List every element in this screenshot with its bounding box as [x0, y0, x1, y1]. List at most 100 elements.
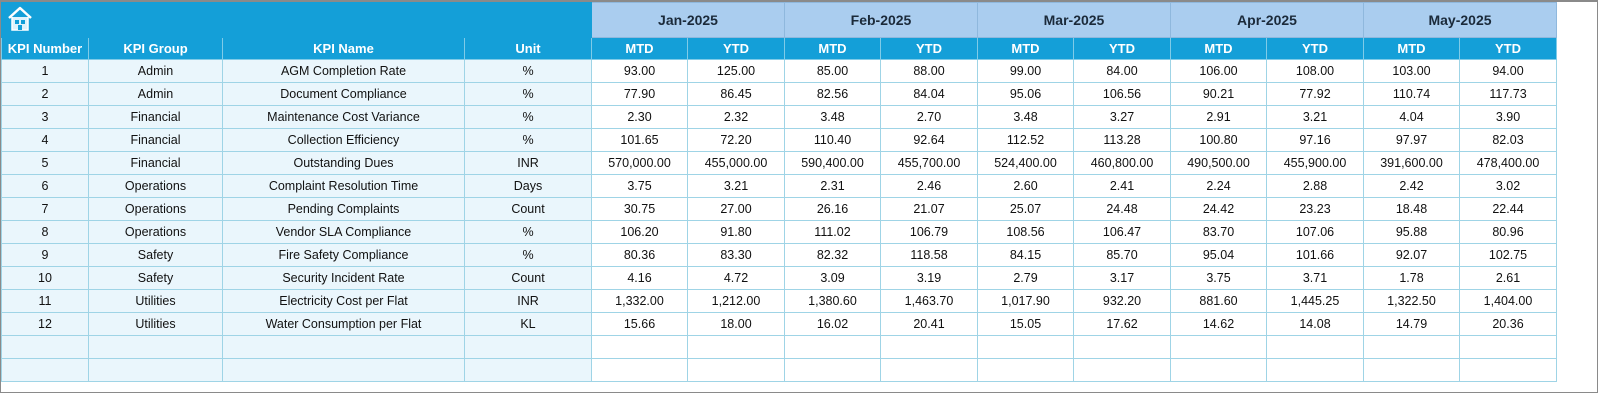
ytd-cell[interactable]: 113.28 [1073, 128, 1171, 152]
kpi-name-cell[interactable]: Electricity Cost per Flat [222, 289, 465, 313]
mtd-cell[interactable]: 4.16 [591, 266, 688, 290]
kpi-number-cell[interactable] [1, 335, 89, 359]
mtd-cell[interactable] [1363, 358, 1460, 382]
ytd-cell[interactable] [1266, 335, 1364, 359]
kpi-number-cell[interactable]: 8 [1, 220, 89, 244]
ytd-cell[interactable] [1073, 358, 1171, 382]
ytd-cell[interactable] [1459, 335, 1557, 359]
mtd-cell[interactable]: 30.75 [591, 197, 688, 221]
ytd-cell[interactable]: 22.44 [1459, 197, 1557, 221]
kpi-number-cell[interactable]: 3 [1, 105, 89, 129]
unit-cell[interactable]: % [464, 59, 592, 83]
mtd-cell[interactable]: 2.42 [1363, 174, 1460, 198]
ytd-cell[interactable]: 455,900.00 [1266, 151, 1364, 175]
kpi-number-cell[interactable] [1, 358, 89, 382]
mtd-cell[interactable]: 93.00 [591, 59, 688, 83]
kpi-group-cell[interactable] [88, 358, 223, 382]
mtd-cell[interactable]: 2.79 [977, 266, 1074, 290]
kpi-number-cell[interactable]: 6 [1, 174, 89, 198]
mtd-cell[interactable]: 110.74 [1363, 82, 1460, 106]
ytd-cell[interactable]: 101.66 [1266, 243, 1364, 267]
kpi-number-cell[interactable]: 9 [1, 243, 89, 267]
ytd-cell[interactable]: 20.36 [1459, 312, 1557, 336]
ytd-cell[interactable]: 455,000.00 [687, 151, 785, 175]
ytd-cell[interactable]: 14.08 [1266, 312, 1364, 336]
kpi-number-cell[interactable]: 5 [1, 151, 89, 175]
mtd-cell[interactable]: 108.56 [977, 220, 1074, 244]
ytd-cell[interactable]: 106.56 [1073, 82, 1171, 106]
mtd-cell[interactable]: 90.21 [1170, 82, 1267, 106]
ytd-cell[interactable] [687, 358, 785, 382]
ytd-cell[interactable]: 17.62 [1073, 312, 1171, 336]
mtd-cell[interactable]: 112.52 [977, 128, 1074, 152]
ytd-cell[interactable] [1266, 358, 1364, 382]
mtd-cell[interactable]: 92.07 [1363, 243, 1460, 267]
ytd-cell[interactable]: 1,463.70 [880, 289, 978, 313]
kpi-group-cell[interactable]: Admin [88, 59, 223, 83]
kpi-name-cell[interactable]: Water Consumption per Flat [222, 312, 465, 336]
mtd-cell[interactable]: 590,400.00 [784, 151, 881, 175]
kpi-name-cell[interactable]: Fire Safety Compliance [222, 243, 465, 267]
mtd-cell[interactable]: 1.78 [1363, 266, 1460, 290]
kpi-name-cell[interactable]: Complaint Resolution Time [222, 174, 465, 198]
mtd-cell[interactable]: 881.60 [1170, 289, 1267, 313]
ytd-cell[interactable] [1459, 358, 1557, 382]
ytd-cell[interactable]: 88.00 [880, 59, 978, 83]
ytd-cell[interactable]: 27.00 [687, 197, 785, 221]
ytd-cell[interactable]: 92.64 [880, 128, 978, 152]
ytd-cell[interactable]: 2.46 [880, 174, 978, 198]
kpi-group-cell[interactable]: Safety [88, 243, 223, 267]
ytd-cell[interactable]: 478,400.00 [1459, 151, 1557, 175]
mtd-cell[interactable]: 80.36 [591, 243, 688, 267]
unit-cell[interactable] [464, 335, 592, 359]
ytd-cell[interactable]: 2.61 [1459, 266, 1557, 290]
mtd-cell[interactable] [591, 358, 688, 382]
ytd-cell[interactable]: 18.00 [687, 312, 785, 336]
mtd-cell[interactable]: 1,322.50 [1363, 289, 1460, 313]
ytd-cell[interactable]: 72.20 [687, 128, 785, 152]
mtd-cell[interactable]: 1,017.90 [977, 289, 1074, 313]
kpi-group-cell[interactable]: Utilities [88, 289, 223, 313]
kpi-number-cell[interactable]: 7 [1, 197, 89, 221]
ytd-cell[interactable]: 117.73 [1459, 82, 1557, 106]
ytd-cell[interactable]: 3.02 [1459, 174, 1557, 198]
ytd-cell[interactable]: 83.30 [687, 243, 785, 267]
ytd-cell[interactable]: 2.41 [1073, 174, 1171, 198]
ytd-cell[interactable] [880, 358, 978, 382]
kpi-group-cell[interactable]: Financial [88, 105, 223, 129]
ytd-cell[interactable] [880, 335, 978, 359]
kpi-name-cell[interactable]: AGM Completion Rate [222, 59, 465, 83]
unit-cell[interactable]: Count [464, 197, 592, 221]
mtd-cell[interactable]: 15.66 [591, 312, 688, 336]
mtd-cell[interactable]: 14.62 [1170, 312, 1267, 336]
mtd-cell[interactable]: 101.65 [591, 128, 688, 152]
ytd-cell[interactable]: 82.03 [1459, 128, 1557, 152]
ytd-cell[interactable]: 102.75 [1459, 243, 1557, 267]
ytd-cell[interactable]: 84.00 [1073, 59, 1171, 83]
kpi-group-cell[interactable]: Utilities [88, 312, 223, 336]
mtd-cell[interactable]: 15.05 [977, 312, 1074, 336]
mtd-cell[interactable] [1170, 335, 1267, 359]
mtd-cell[interactable]: 25.07 [977, 197, 1074, 221]
unit-cell[interactable]: % [464, 82, 592, 106]
ytd-cell[interactable]: 21.07 [880, 197, 978, 221]
mtd-cell[interactable]: 2.60 [977, 174, 1074, 198]
mtd-cell[interactable]: 16.02 [784, 312, 881, 336]
unit-cell[interactable]: KL [464, 312, 592, 336]
mtd-cell[interactable]: 2.24 [1170, 174, 1267, 198]
mtd-cell[interactable] [784, 358, 881, 382]
unit-cell[interactable]: % [464, 243, 592, 267]
mtd-cell[interactable]: 100.80 [1170, 128, 1267, 152]
ytd-cell[interactable]: 2.88 [1266, 174, 1364, 198]
ytd-cell[interactable]: 91.80 [687, 220, 785, 244]
ytd-cell[interactable]: 107.06 [1266, 220, 1364, 244]
kpi-number-cell[interactable]: 2 [1, 82, 89, 106]
ytd-cell[interactable] [1073, 335, 1171, 359]
mtd-cell[interactable]: 1,380.60 [784, 289, 881, 313]
ytd-cell[interactable]: 3.71 [1266, 266, 1364, 290]
unit-cell[interactable]: INR [464, 289, 592, 313]
unit-cell[interactable]: Days [464, 174, 592, 198]
kpi-name-cell[interactable] [222, 335, 465, 359]
mtd-cell[interactable] [977, 335, 1074, 359]
ytd-cell[interactable]: 97.16 [1266, 128, 1364, 152]
